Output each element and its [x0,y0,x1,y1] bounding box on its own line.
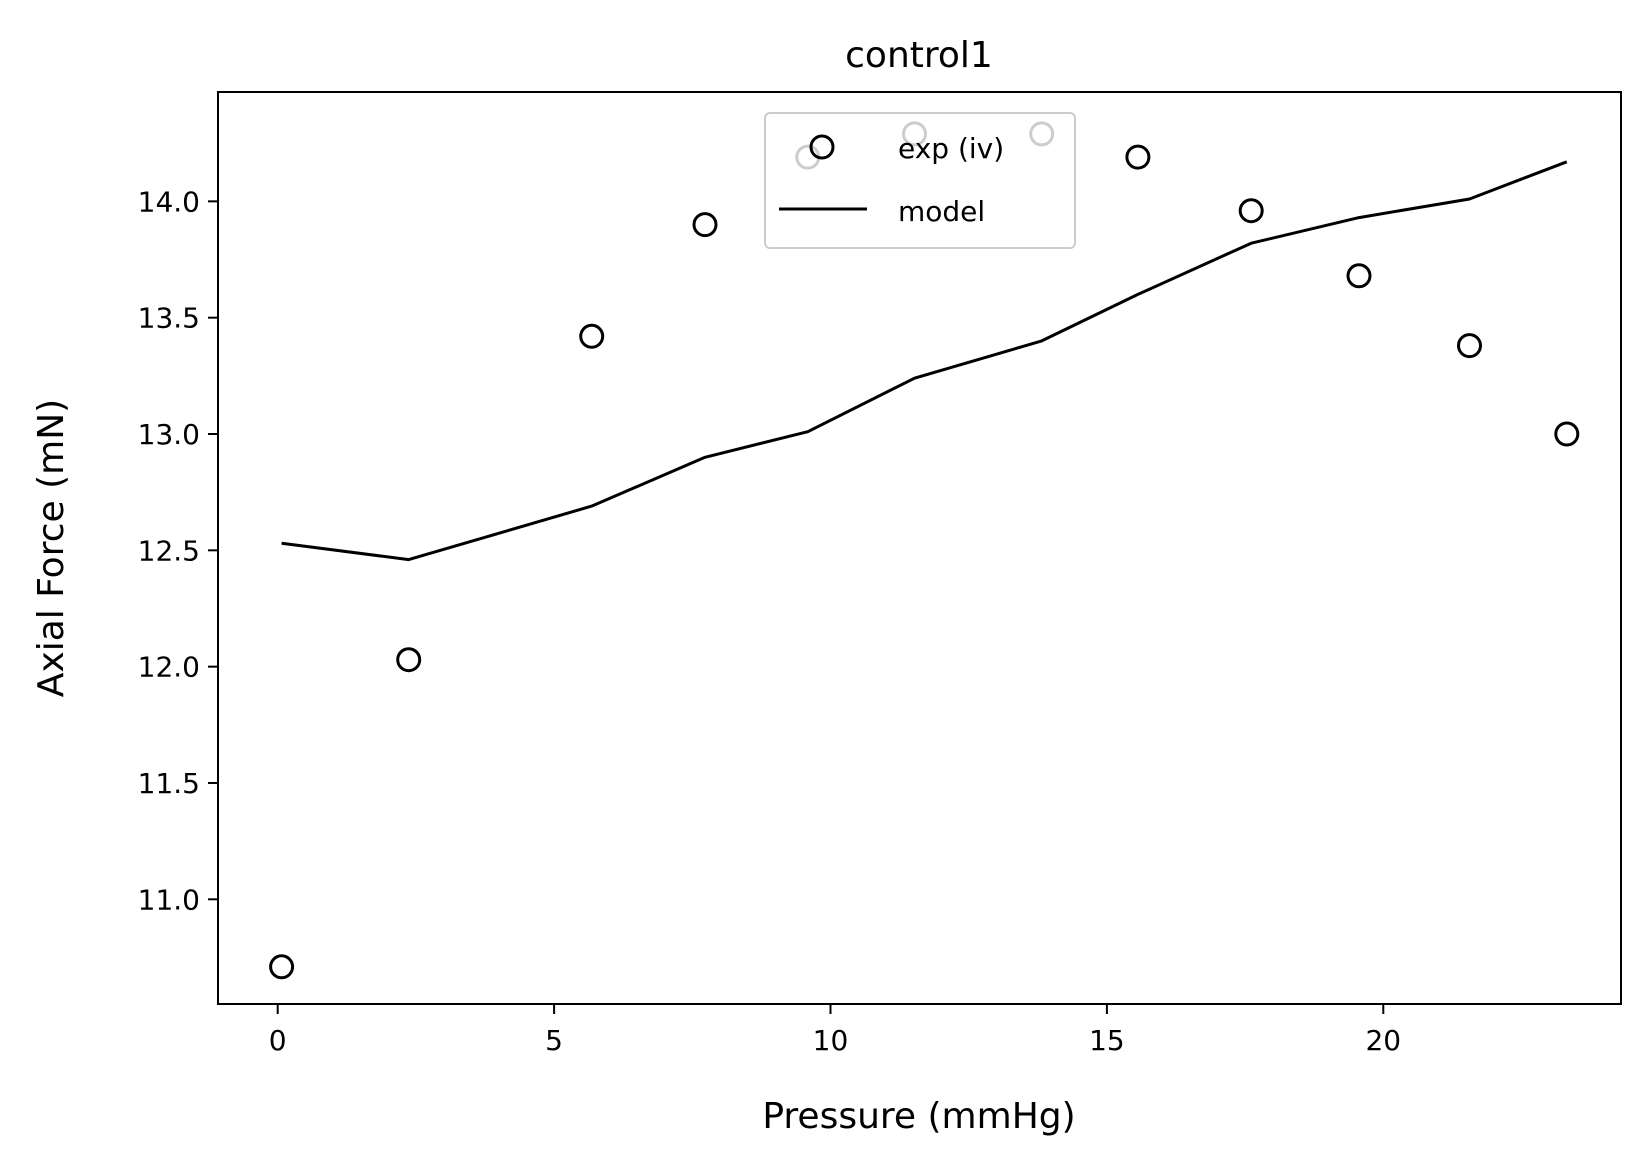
series-line-model [281,160,1568,562]
plot-area [269,121,1580,980]
y-tick-label: 11.5 [138,767,200,800]
legend-box [764,112,1076,249]
y-axis-title: Axial Force (mN) [31,399,72,697]
x-axis-title: Pressure (mmHg) [762,1096,1075,1137]
y-tick-label: 14.0 [138,185,200,218]
data-point-exp [1554,421,1580,447]
y-axis: 11.0 11.5 12.0 12.5 13.0 13.5 14.0 [138,185,218,916]
x-tick-label: 0 [269,1024,287,1057]
y-tick-label: 12.0 [138,651,200,684]
x-tick-label: 20 [1365,1024,1401,1057]
data-point-exp [579,323,605,349]
data-point-exp [269,954,295,980]
plot-frame [217,91,1622,1005]
chart-title: control1 [845,35,993,76]
data-point-exp [1238,198,1264,224]
data-point-exp [1346,263,1372,289]
x-tick-label: 10 [813,1024,849,1057]
legend-label-exp: exp (iv) [898,132,1004,165]
x-tick-label: 5 [545,1024,563,1057]
y-tick-label: 13.0 [138,418,200,451]
y-tick-label: 13.5 [138,302,200,335]
x-axis: 0 5 10 15 20 [269,1004,1401,1057]
y-tick-label: 11.0 [138,883,200,916]
data-point-exp [396,647,422,673]
x-tick-label: 15 [1089,1024,1125,1057]
data-point-exp [692,212,718,238]
legend-marker-exp [809,134,835,160]
data-point-exp [1125,144,1151,170]
legend-label-model: model [898,195,985,228]
y-tick-label: 12.5 [138,534,200,567]
data-point-exp [1457,333,1482,359]
legend: exp (iv) model [764,112,1076,249]
